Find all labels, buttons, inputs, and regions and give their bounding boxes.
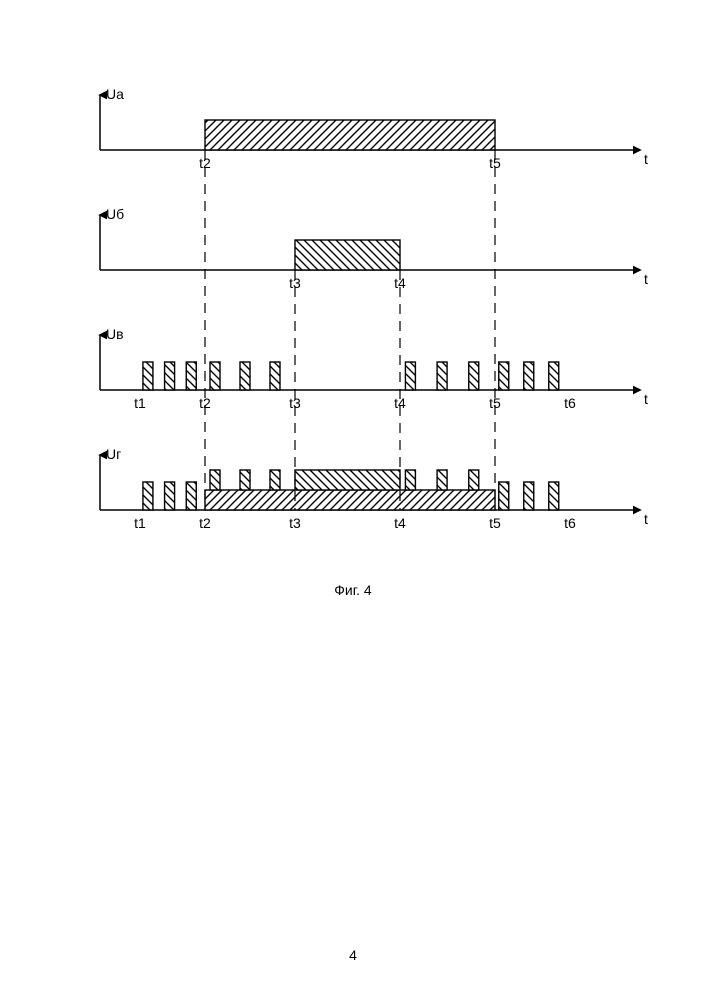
signal-pulse xyxy=(210,470,220,490)
signal-pulse xyxy=(165,482,175,510)
signal-pulse xyxy=(437,362,447,390)
x-axis-label: t xyxy=(644,151,648,167)
y-axis-label: Uг xyxy=(106,446,121,462)
signal-pulse xyxy=(186,482,196,510)
x-axis-label: t xyxy=(644,391,648,407)
time-tick-label: t3 xyxy=(289,515,301,531)
time-tick-label: t4 xyxy=(394,515,406,531)
time-tick-label: t6 xyxy=(564,395,576,411)
signal-block xyxy=(205,120,495,150)
signal-pulse xyxy=(210,362,220,390)
time-tick-label: t2 xyxy=(199,515,211,531)
signal-block xyxy=(205,490,495,510)
x-axis-label: t xyxy=(644,271,648,287)
y-axis-label: Uа xyxy=(106,86,124,102)
page-number: 4 xyxy=(349,947,357,963)
signal-pulse xyxy=(165,362,175,390)
signal-pulse xyxy=(469,362,479,390)
timing-diagram: Uаtt2t5Uбtt3t4Uвtt1t2t3t4t5t6Uгtt1t2t3t4… xyxy=(0,0,707,1000)
y-axis-label: Uв xyxy=(106,326,124,342)
signal-pulse xyxy=(240,362,250,390)
signal-pulse xyxy=(524,482,534,510)
signal-pulse xyxy=(437,470,447,490)
signal-pulse xyxy=(405,362,415,390)
signal-pulse xyxy=(270,470,280,490)
signal-block xyxy=(295,470,400,490)
signal-pulse xyxy=(143,362,153,390)
figure-caption: Фиг. 4 xyxy=(334,582,372,598)
time-tick-label: t5 xyxy=(489,515,501,531)
signal-pulse xyxy=(499,482,509,510)
y-axis-label: Uб xyxy=(106,206,124,222)
signal-pulse xyxy=(186,362,196,390)
signal-pulse xyxy=(270,362,280,390)
x-axis-label: t xyxy=(644,511,648,527)
signal-pulse xyxy=(143,482,153,510)
time-tick-label: t1 xyxy=(134,395,146,411)
signal-pulse xyxy=(549,482,559,510)
time-tick-label: t6 xyxy=(564,515,576,531)
signal-pulse xyxy=(499,362,509,390)
time-tick-label: t1 xyxy=(134,515,146,531)
signal-pulse xyxy=(240,470,250,490)
signal-pulse xyxy=(549,362,559,390)
signal-pulse xyxy=(524,362,534,390)
signal-block xyxy=(295,240,400,270)
signal-pulse xyxy=(469,470,479,490)
signal-pulse xyxy=(405,470,415,490)
